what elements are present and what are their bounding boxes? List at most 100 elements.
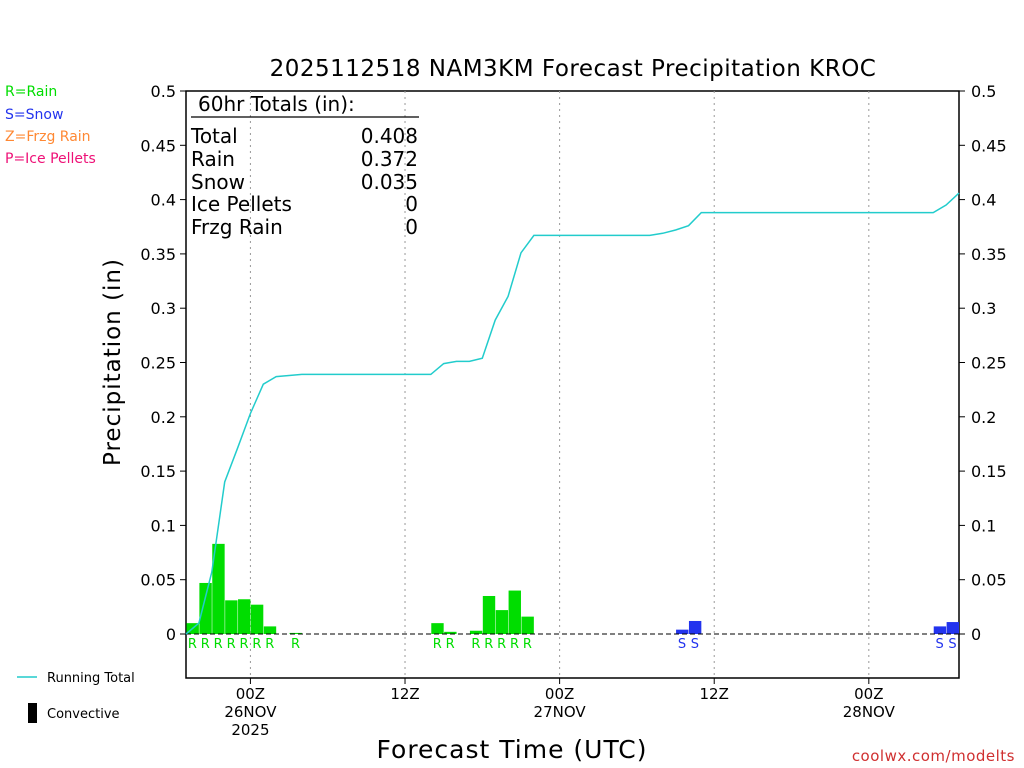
precip-bar: [444, 631, 457, 634]
legend-running-total: Running Total: [47, 671, 135, 686]
precip-type-label: R: [471, 637, 480, 652]
precip-type-label: R: [484, 637, 493, 652]
vertical-grid: [249, 91, 870, 678]
totals-label-ice-pellets: Ice Pellets: [191, 192, 292, 216]
totals-label-total: Total: [190, 124, 238, 148]
type-legend: R=Rain S=Snow Z=Frzg Rain P=Ice Pellets: [5, 84, 96, 167]
chart-title: 2025112518 NAM3KM Forecast Precipitation…: [270, 56, 877, 82]
precip-bar: [289, 632, 302, 634]
y-tick-label-right: 0.1: [971, 516, 996, 535]
convective-swatch: [28, 703, 37, 723]
legend-snow: S=Snow: [5, 107, 63, 123]
precip-type-label: R: [239, 637, 248, 652]
y-tick-label: 0.25: [140, 354, 176, 373]
right-y-axis: 0 0.05 0.1 0.15 0.2 0.25 0.3 0.35 0.4 0.45 0.5: [959, 82, 1007, 644]
precip-bar: [676, 629, 689, 634]
y-tick-label: 0.45: [140, 136, 176, 155]
precip-bar: [482, 595, 496, 634]
y-tick-label-right: 0.3: [971, 299, 996, 318]
y-tick-label: 0.05: [140, 571, 176, 590]
precip-type-label: R: [497, 637, 506, 652]
precip-bar: [508, 590, 521, 634]
precip-bar: [933, 626, 947, 634]
precip-bar: [431, 623, 444, 634]
x-tick-label: 26NOV: [224, 703, 277, 721]
totals-value-ice-pellets: 0: [405, 192, 418, 216]
y-tick-label-right: 0: [971, 625, 981, 644]
precip-type-label: R: [252, 637, 261, 652]
precip-type-label: R: [523, 637, 532, 652]
precip-type-label: R: [446, 637, 455, 652]
precip-bar: [250, 604, 264, 634]
x-tick-label: 27NOV: [534, 703, 587, 721]
y-tick-label: 0.4: [151, 191, 176, 210]
y-tick-label: 0.35: [140, 245, 176, 264]
precip-bar: [212, 543, 225, 634]
totals-label-snow: Snow: [191, 170, 245, 194]
legend-rain: R=Rain: [5, 84, 57, 100]
x-axis-label: Forecast Time (UTC): [377, 735, 648, 764]
legend-ice-pellets: P=Ice Pellets: [5, 151, 96, 167]
y-tick-label-right: 0.45: [971, 136, 1007, 155]
y-tick-label: 0.5: [151, 82, 176, 101]
precip-type-label: R: [227, 637, 236, 652]
precip-bar: [199, 582, 212, 634]
x-tick-label: 00Z: [854, 685, 883, 703]
plot-frame: [185, 90, 960, 679]
x-tick-label: 2025: [231, 721, 269, 739]
totals-value-rain: 0.372: [361, 147, 418, 171]
y-tick-label: 0.3: [151, 299, 176, 318]
precip-bar: [688, 620, 702, 634]
totals-label-rain: Rain: [191, 147, 235, 171]
totals-label-frzg-rain: Frzg Rain: [191, 215, 283, 239]
precip-bar: [946, 622, 959, 634]
x-tick-label: 00Z: [236, 685, 265, 703]
y-tick-label-right: 0.25: [971, 354, 1007, 373]
left-y-axis: 0 0.05 0.1 0.15 0.2 0.25 0.3 0.35 0.4 0.45 0.5: [140, 82, 186, 644]
totals-value-total: 0.408: [361, 124, 418, 148]
y-axis-label: Precipitation (in): [100, 258, 126, 466]
legend-freezing-rain: Z=Frzg Rain: [5, 129, 91, 145]
precip-type-label: S: [678, 637, 686, 652]
legend-convective: Convective: [47, 707, 120, 722]
precip-bar: [495, 610, 509, 634]
precip-bar: [469, 630, 483, 634]
totals-header: 60hr Totals (in):: [198, 92, 355, 116]
precip-type-label: R: [510, 637, 519, 652]
precip-type-label: S: [936, 637, 944, 652]
x-tick-label: 12Z: [700, 685, 729, 703]
y-tick-label-right: 0.15: [971, 462, 1007, 481]
precip-type-label: S: [691, 637, 699, 652]
y-tick-label: 0.15: [140, 462, 176, 481]
credit-text: coolwx.com/modelts: [852, 747, 1015, 765]
totals-value-snow: 0.035: [361, 170, 418, 194]
precip-bar: [238, 599, 251, 634]
running-total-line: [185, 192, 960, 635]
y-tick-label-right: 0.4: [971, 191, 996, 210]
precip-type-label: R: [188, 637, 197, 652]
totals-value-frzg-rain: 0: [405, 215, 418, 239]
y-tick-label: 0.1: [151, 516, 176, 535]
precip-bar: [521, 616, 534, 634]
x-tick-label: 00Z: [545, 685, 574, 703]
x-tick-label: 12Z: [390, 685, 419, 703]
y-tick-label-right: 0.05: [971, 571, 1007, 590]
series-legend: Running Total Convective: [17, 671, 135, 723]
precip-type-label: S: [948, 637, 956, 652]
precip-type-label: R: [291, 637, 300, 652]
precip-type-label: R: [433, 637, 442, 652]
precip-type-label: R: [265, 637, 274, 652]
y-tick-label: 0.2: [151, 408, 176, 427]
totals-box: 60hr Totals (in): Total 0.408 Rain 0.372…: [190, 92, 419, 239]
x-tick-label: 28NOV: [843, 703, 896, 721]
precip-bar: [225, 600, 238, 634]
precip-type-label: R: [201, 637, 210, 652]
precip-bars: [186, 543, 959, 634]
y-tick-label: 0: [166, 625, 176, 644]
y-tick-label-right: 0.35: [971, 245, 1007, 264]
precip-type-label: R: [214, 637, 223, 652]
precip-bar: [263, 626, 277, 634]
